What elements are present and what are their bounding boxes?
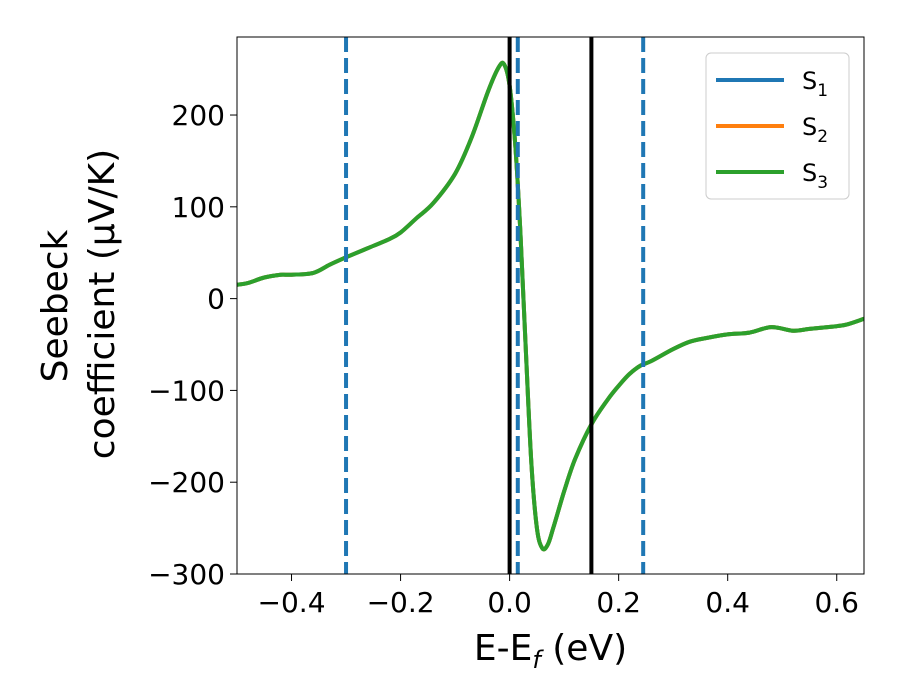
y-axis-label: Seebeck coefficient (μV/K) [35,149,123,459]
axis-ticks: −0.4 −0.2 0.0 0.2 0.4 0.6 −300 −200 −100 0 100 200 [148,99,859,619]
y-tick-label: 200 [172,99,225,132]
series-line-s3 [237,60,864,552]
y-tick-label: 0 [207,283,225,316]
y-tick-label: −200 [148,466,225,499]
legend-label-s3: S3 [802,159,828,193]
plot-area [237,37,864,574]
legend-label-s2: S2 [802,113,828,147]
x-tick-label: −0.2 [367,586,435,619]
y-tick-label: −100 [148,374,225,407]
legend: S1 S2 S3 [705,52,850,200]
y-axis-label-line2: coefficient (μV/K) [82,149,123,459]
x-tick-label: 0.6 [814,586,859,619]
x-tick-label: 0.0 [487,586,532,619]
x-tick-label: 0.4 [705,586,750,619]
legend-label-s1: S1 [802,67,828,101]
y-tick-label: 100 [172,191,225,224]
x-tick-label: −0.4 [258,586,326,619]
y-tick-label: −300 [148,558,225,591]
x-tick-label: 0.2 [596,586,641,619]
plot-frame [236,36,865,575]
y-axis-label-line1: Seebeck [35,229,76,382]
x-axis-label: E-Ef (eV) [474,628,627,674]
